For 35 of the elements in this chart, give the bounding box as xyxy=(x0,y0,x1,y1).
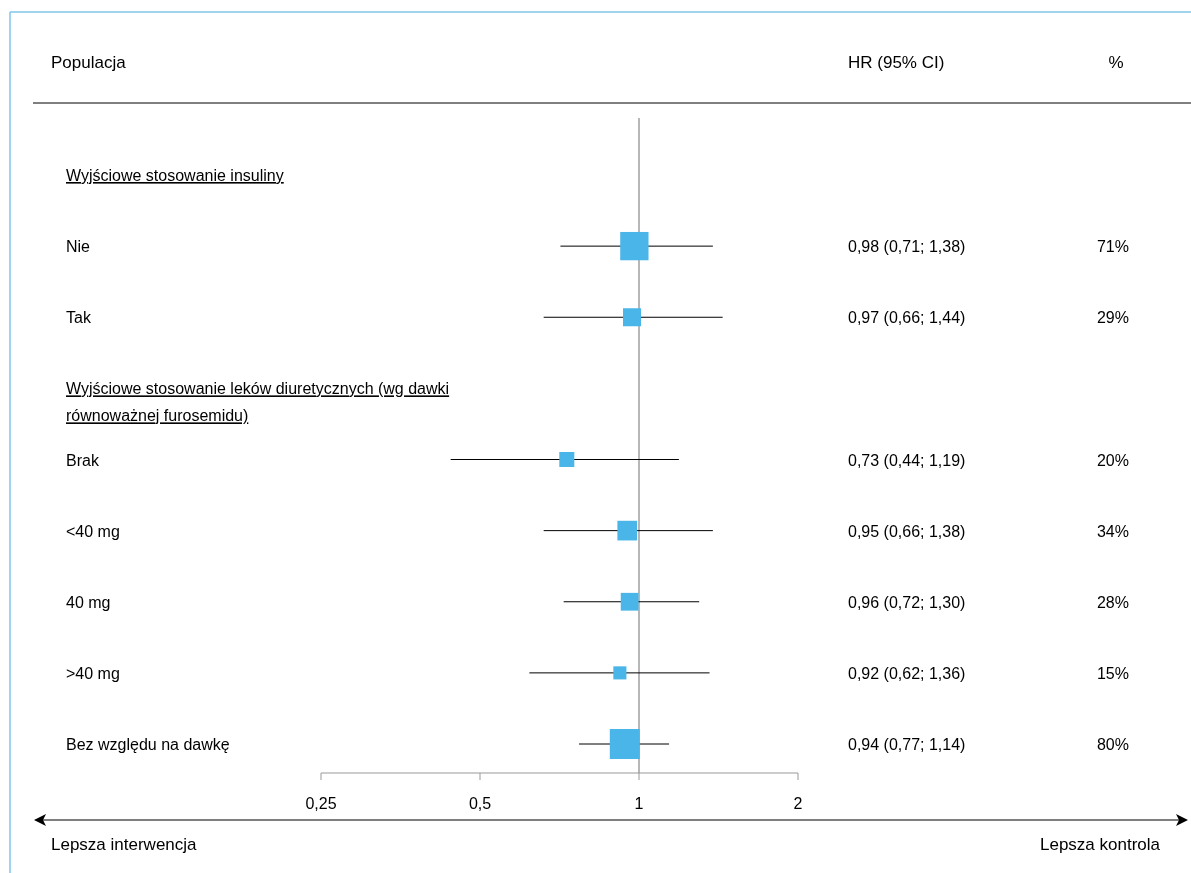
text: 71% xyxy=(1096,238,1129,256)
text: 15% xyxy=(1096,664,1129,682)
point xyxy=(623,308,642,327)
text: Lepsza kontrola xyxy=(1039,835,1161,854)
text: 29% xyxy=(1096,309,1129,327)
data-label: 0,94 (0,77; 1,14) xyxy=(848,736,966,753)
text: HR (95% CI) xyxy=(848,53,945,72)
y-tick-label: Tak xyxy=(66,309,92,327)
y-tick-label: Bez względu na dawkę xyxy=(66,736,230,753)
y-tick-label: 40 mg xyxy=(66,593,111,611)
y-tick-label: Wyjściowe stosowanie insuliny xyxy=(66,167,284,184)
text: 20% xyxy=(1096,451,1129,469)
x-tick-label: 0,25 xyxy=(305,795,337,812)
text: 28% xyxy=(1096,593,1129,611)
data-label: 0,97 (0,66; 1,44) xyxy=(848,309,966,327)
text: % xyxy=(1108,53,1124,72)
text: Lepsza interwencja xyxy=(51,835,198,854)
data-label: 0,92 (0,62; 1,36) xyxy=(848,664,966,682)
data-label: 0,73 (0,44; 1,19) xyxy=(848,451,966,469)
text: 34% xyxy=(1096,522,1129,540)
data-label: 0,96 (0,72; 1,30) xyxy=(848,593,966,611)
data-label: 0,95 (0,66; 1,38) xyxy=(848,522,966,540)
y-tick-label: Brak xyxy=(66,451,100,469)
data-label: 0,98 (0,71; 1,38) xyxy=(848,238,966,256)
x-tick-label: 2 xyxy=(793,795,803,812)
point xyxy=(617,520,638,541)
point xyxy=(620,592,639,611)
y-axis-title: Populacja xyxy=(51,53,127,72)
x-tick-label: 1 xyxy=(634,795,644,812)
y-tick-label: >40 mg xyxy=(66,664,120,682)
y-tick-label: Nie xyxy=(66,238,91,256)
x-tick-label: 0,5 xyxy=(468,795,492,812)
y-tick-label: <40 mg xyxy=(66,522,120,540)
y-tick-label: Wyjściowe stosowanie leków diuretycznych (wg dawki równoważnej furosemidu) xyxy=(66,380,450,425)
text: 80% xyxy=(1096,736,1129,753)
